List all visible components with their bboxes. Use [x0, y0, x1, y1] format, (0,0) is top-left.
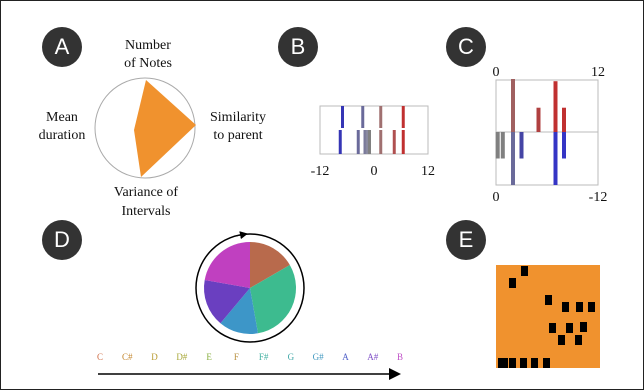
axis-label: Number: [125, 38, 171, 53]
note-label: C: [97, 352, 103, 362]
strip-box: [319, 105, 429, 155]
interval-bar: [511, 79, 515, 132]
pie-slice: [204, 280, 250, 324]
note-label: D: [151, 352, 158, 362]
interval-bar: [553, 132, 558, 185]
axis-label: duration: [39, 128, 86, 143]
interval-bar: [562, 132, 566, 159]
note-label: F: [234, 352, 239, 362]
axis-label: of Notes: [124, 56, 172, 71]
badge-label: D: [54, 227, 70, 252]
badge-label: E: [459, 227, 474, 252]
note-label: C#: [122, 352, 133, 362]
axis-label: 0: [493, 190, 500, 205]
radar-circle: [94, 77, 196, 179]
note-label: B: [397, 352, 403, 362]
interval-bar: [500, 132, 505, 159]
axis-label: to parent: [213, 128, 262, 143]
note-label: A#: [367, 352, 378, 362]
badges: A B C D E: [42, 27, 486, 260]
axis-label: 12: [591, 65, 605, 80]
interval-bar: [536, 107, 541, 132]
badge-label: C: [458, 34, 474, 59]
axis-label: -12: [589, 190, 608, 205]
pie-slice: [250, 242, 290, 288]
interval-bar: [511, 132, 515, 185]
axis-label: Intervals: [122, 204, 171, 219]
badge-label: A: [55, 34, 70, 59]
note-label: A: [342, 352, 349, 362]
note-label: G#: [313, 352, 324, 362]
interval-bar: [519, 132, 524, 159]
roll-notes: [498, 266, 595, 368]
radar-shape: [134, 80, 196, 177]
cycle-arrow: [235, 231, 248, 240]
axis-label: 0: [493, 65, 500, 80]
axis-label: 12: [421, 164, 435, 179]
axis-label: Mean: [46, 110, 78, 125]
pie-slice: [250, 265, 296, 334]
interval-bar: [553, 81, 558, 132]
note-label: D#: [176, 352, 187, 362]
pie-slice: [220, 288, 258, 334]
interval-bar: [562, 107, 566, 132]
axis-label: Variance of: [114, 185, 178, 200]
note-label: G: [288, 352, 295, 362]
axis-label: -12: [311, 164, 330, 179]
pie-slice: [204, 242, 250, 288]
axis-label: Similarity: [210, 110, 266, 125]
interval-bar: [495, 132, 500, 159]
note-label: E: [206, 352, 212, 362]
cycle-ring: [195, 233, 305, 343]
note-label: F#: [259, 352, 269, 362]
axis-label: 0: [371, 164, 378, 179]
badge-label: B: [291, 34, 306, 59]
